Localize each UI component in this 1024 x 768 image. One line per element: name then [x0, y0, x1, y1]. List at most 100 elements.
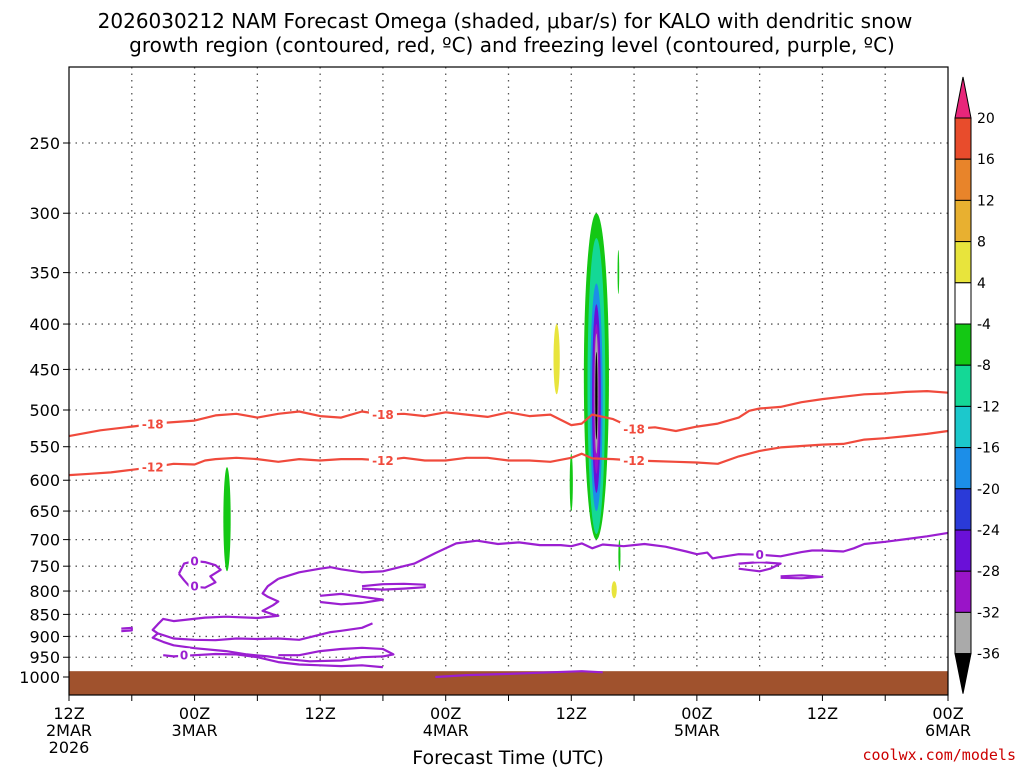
omega-region-green-tiny: [569, 453, 573, 512]
freezing-level-line: [738, 561, 782, 573]
omega-region-yellow: [553, 324, 560, 395]
y-tick-label: 600: [29, 471, 60, 490]
colorbar-swatch: [954, 405, 972, 449]
colorbar-swatch: [954, 323, 972, 366]
colorbar-bottom-arrow: [954, 653, 972, 694]
contour-label-background: [368, 453, 397, 468]
chart-title-line-1: 2026030212 NAM Forecast Omega (shaded, μ…: [98, 9, 913, 33]
colorbar-tick-label: 16: [977, 152, 995, 168]
x-tick-label: 12Z: [556, 704, 587, 723]
x-tick-label: 12Z: [807, 704, 838, 723]
contour-label-background: [188, 579, 201, 594]
colorbar-tick-label: 20: [977, 111, 995, 127]
omega-colorbar: 20 16 12 8 4 -4 -8 -12 -16 -20 -24 -28 -32 -36: [954, 76, 1000, 694]
y-tick-label: 850: [29, 605, 60, 624]
x-tick-label: 00Z: [430, 704, 461, 723]
colorbar-swatch: [954, 529, 972, 572]
colorbar-swatch: [954, 117, 972, 160]
y-tick-label: 350: [29, 264, 60, 283]
colorbar-top-arrow: [954, 76, 972, 119]
contour-label: -18: [372, 408, 394, 422]
freezing-level-line: [319, 592, 384, 606]
contour-label-background: [188, 554, 201, 569]
x-tick-label: 5MAR: [674, 721, 720, 740]
colorbar-swatch: [954, 611, 972, 655]
y-tick-label: 400: [29, 315, 60, 334]
isotherm-line: [68, 429, 949, 477]
isotherm-line: [68, 390, 949, 438]
y-axis: 250 300 350 400 450 500 550 600 650 700 750 800 850 9…: [19, 134, 69, 687]
colorbar-tick-label: 12: [977, 193, 995, 209]
colorbar-tick-label: -36: [977, 647, 1000, 663]
x-tick-label: 2MAR: [46, 721, 92, 740]
y-tick-label: 250: [29, 134, 60, 153]
colorbar-swatch: [954, 282, 972, 325]
omega-region-black: [595, 351, 598, 440]
omega-region-green-small: [223, 467, 231, 572]
omega-region-yellow-small: [611, 581, 617, 599]
y-tick-label: 800: [29, 582, 60, 601]
x-tick-label: 6MAR: [925, 721, 971, 740]
freezing-level-line: [780, 574, 824, 580]
colorbar-swatch: [954, 570, 972, 613]
colorbar-tick-label: -32: [977, 605, 1000, 621]
y-tick-label: 650: [29, 502, 60, 521]
y-tick-label: 1000: [19, 668, 60, 687]
terrain: [69, 671, 948, 695]
y-tick-label: 500: [29, 401, 60, 420]
credit-text: coolwx.com/models: [862, 746, 1016, 764]
freezing-level-line: [151, 632, 395, 663]
x-axis-label: Forecast Time (UTC): [412, 747, 603, 768]
contour-label-background: [138, 417, 167, 432]
colorbar-tick-label: -12: [977, 399, 1000, 415]
colorbar-swatch: [954, 158, 972, 201]
colorbar-tick-label: -28: [977, 564, 1000, 580]
contour-label: -12: [142, 461, 164, 475]
contour-label-background: [138, 460, 167, 475]
contour-label: 0: [190, 580, 198, 594]
freezing-level-line: [277, 531, 949, 580]
colorbar-tick-label: -16: [977, 441, 1000, 457]
x-tick-label: 4MAR: [423, 721, 469, 740]
freezing-level-line: [121, 626, 133, 633]
x-tick-label: 12Z: [53, 704, 84, 723]
y-tick-label: 700: [29, 531, 60, 550]
colorbar-tick-label: -8: [977, 358, 991, 374]
y-tick-label: 900: [29, 627, 60, 646]
x-tick-label: 3MAR: [172, 721, 218, 740]
colorbar-tick-label: -4: [977, 317, 991, 333]
colorbar-swatch: [954, 364, 972, 407]
contour-label: -12: [623, 454, 645, 468]
colorbar-tick-label: 8: [977, 235, 986, 251]
freezing-level-line: [361, 582, 426, 591]
colorbar-swatch: [954, 241, 972, 284]
y-tick-label: 750: [29, 557, 60, 576]
colorbar-swatch: [954, 488, 972, 531]
x-tick-label: 00Z: [932, 704, 963, 723]
contour-label: 0: [180, 649, 188, 663]
contour-label: -12: [372, 454, 394, 468]
contour-label: 0: [190, 555, 198, 569]
grid: [69, 67, 948, 695]
contour-label-background: [620, 453, 649, 468]
freezing-level-contours: 0 0 0 0: [121, 531, 949, 679]
colorbar-swatch: [954, 199, 972, 243]
omega-region-green-speck: [618, 539, 621, 572]
colorbar-tick-label: -24: [977, 523, 1000, 539]
y-tick-label: 450: [29, 360, 60, 379]
omega-region-green-speck: [617, 249, 620, 295]
x-tick-label: 12Z: [304, 704, 335, 723]
terrain-ground: [69, 671, 948, 695]
freezing-level-line: [163, 652, 383, 669]
isotherm-contours: -18 -18 -18 -12 -12 -12: [68, 390, 949, 477]
y-tick-label: 950: [29, 648, 60, 667]
chart-title-line-2: growth region (contoured, red, ºC) and f…: [129, 33, 895, 57]
colorbar-tick-label: -20: [977, 482, 1000, 498]
colorbar-swatch: [954, 447, 972, 490]
contour-label: -18: [142, 418, 164, 432]
contour-label-background: [620, 421, 649, 436]
contour-label: 0: [755, 548, 763, 562]
x-tick-label: 00Z: [179, 704, 210, 723]
